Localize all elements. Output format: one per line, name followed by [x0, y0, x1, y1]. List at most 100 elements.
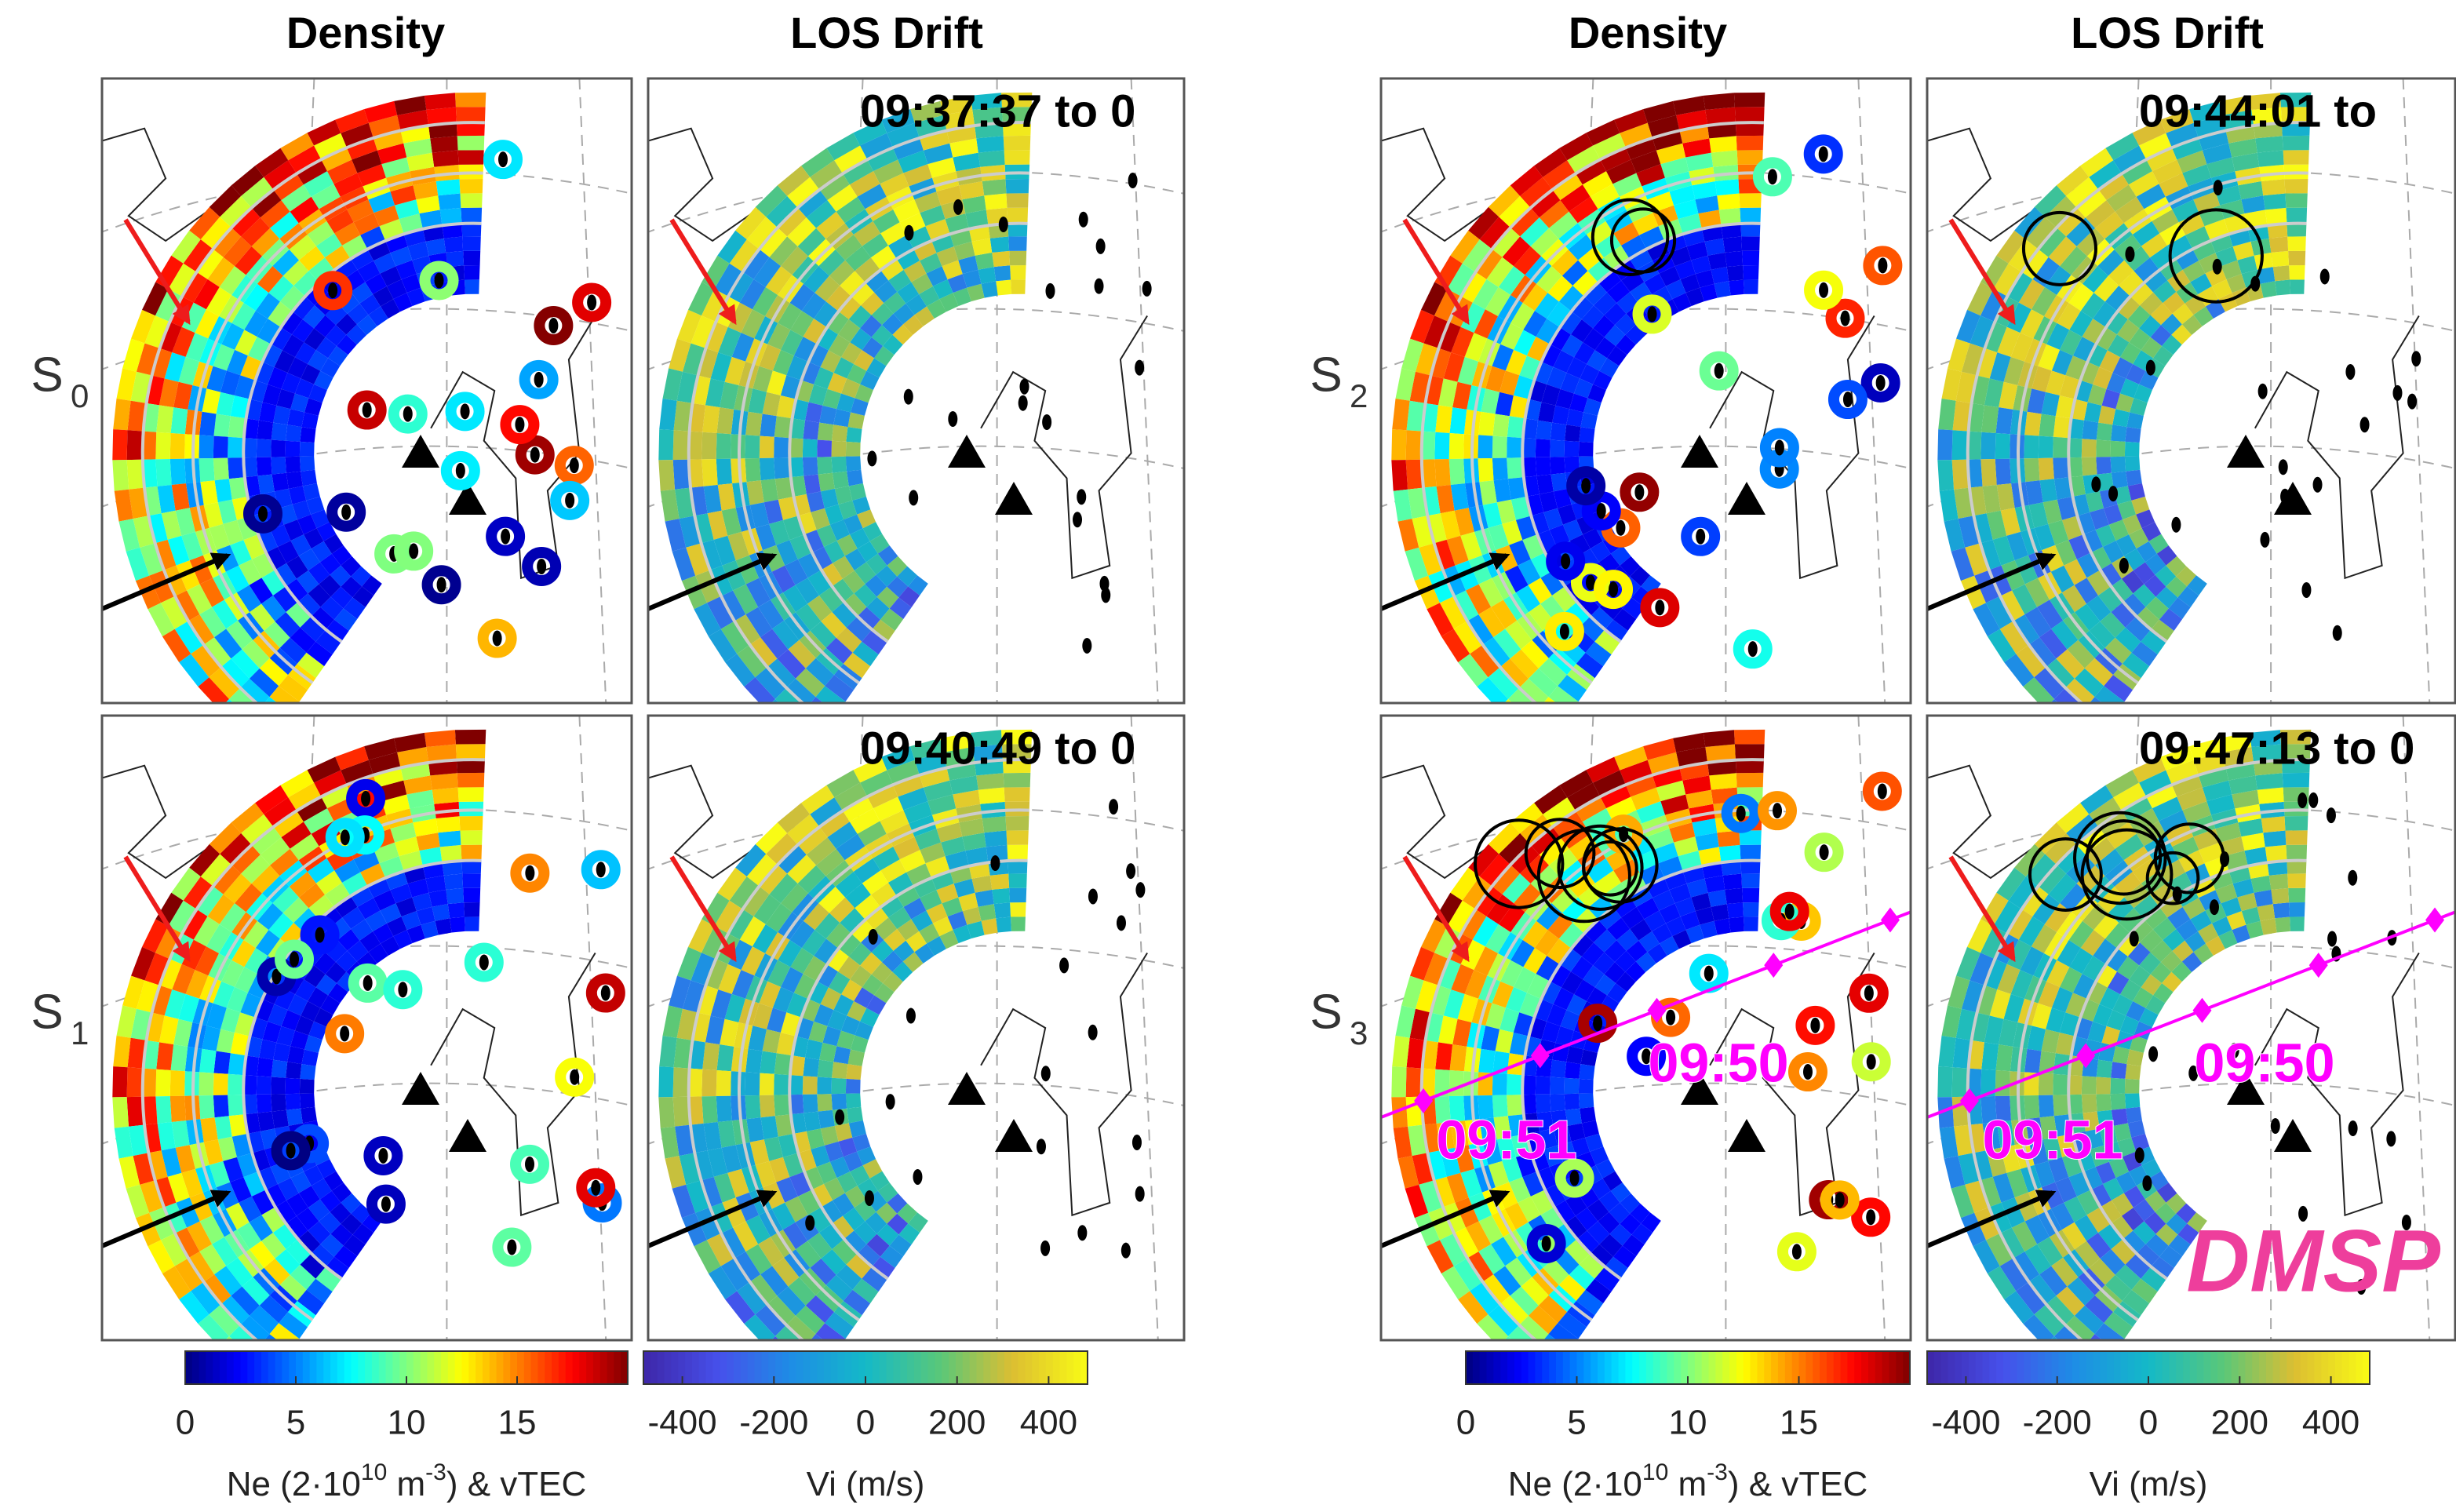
colorbar-cell: [275, 1351, 283, 1384]
radar-cell: [1536, 439, 1550, 457]
colorbar-cell: [1039, 1351, 1047, 1384]
radar-cell: [228, 457, 243, 479]
radar-cell: [127, 430, 142, 460]
colorbar-cell: [490, 1351, 497, 1384]
radar-cell: [1007, 845, 1028, 860]
radar-cell: [2261, 816, 2286, 833]
radar-cell: [1004, 773, 1031, 788]
tec-dot: [409, 543, 418, 559]
colorbar-cell: [517, 1351, 525, 1384]
row-label-subscript: 1: [71, 1015, 89, 1051]
colorbar-cell: [1799, 1351, 1807, 1384]
colorbar-cell: [365, 1351, 373, 1384]
tec-dot: [1045, 283, 1055, 299]
colorbar-label: Ne (2·1010 m-3) & vTEC: [1508, 1459, 1868, 1503]
tec-dot: [361, 791, 370, 807]
tec-dot: [1597, 503, 1606, 519]
tec-dot: [1073, 512, 1082, 527]
colorbar-cell: [2245, 1351, 2253, 1384]
tec-dot: [2258, 384, 2268, 399]
pass-time: 09:51: [1982, 1109, 2123, 1170]
radar-cell: [127, 1097, 144, 1127]
colorbar-cell: [185, 1351, 193, 1384]
row-label: S: [1310, 348, 1342, 402]
colorbar-cell: [468, 1351, 476, 1384]
radar-cell: [701, 1096, 717, 1124]
colorbar-tick-label: -200: [2023, 1404, 2092, 1442]
radar-cell: [832, 441, 847, 457]
tec-dot: [596, 862, 606, 877]
radar-cell: [846, 427, 862, 443]
radar-cell: [440, 845, 462, 862]
radar-cell: [658, 429, 673, 460]
colorbar-cell: [2038, 1351, 2046, 1384]
radar-cell: [456, 744, 486, 759]
radar-cell: [1717, 194, 1740, 210]
radar-cell: [2126, 470, 2142, 486]
radar-cell: [127, 460, 144, 490]
pass-time: 09:51: [1436, 1109, 1576, 1170]
radar-cell: [2125, 1064, 2141, 1080]
radar-cell: [2082, 457, 2097, 476]
tec-dot: [1841, 311, 1850, 326]
colorbar-cell: [1563, 1351, 1571, 1384]
radar-cell: [271, 423, 288, 441]
radar-cell: [1004, 150, 1030, 165]
radar-cell: [460, 179, 483, 194]
tec-dot: [1773, 803, 1782, 818]
colorbar-cell: [1702, 1351, 1710, 1384]
tec-dot: [1648, 306, 1657, 322]
radar-cell: [1995, 459, 2011, 485]
tec-dot: [2348, 870, 2357, 886]
colorbar-cell: [1466, 1351, 1474, 1384]
radar-cell: [1550, 1077, 1565, 1095]
tec-dot: [1878, 257, 1887, 273]
radar-cell: [803, 1095, 818, 1113]
radar-cell: [658, 460, 675, 491]
radar-cell: [1492, 1073, 1507, 1095]
radar-cell: [1952, 460, 1969, 490]
colorbar-cell: [1660, 1351, 1668, 1384]
radar-cell: [436, 816, 461, 833]
radar-cell: [1705, 745, 1736, 762]
radar-cell: [1719, 208, 1741, 224]
colorbar-cell: [1736, 1351, 1744, 1384]
tec-dot: [534, 372, 544, 388]
radar-cell: [2096, 1077, 2111, 1095]
tec-dot: [1696, 529, 1705, 545]
colorbar-cell: [579, 1351, 587, 1384]
radar-cell: [462, 873, 481, 888]
tec-dot: [2308, 792, 2318, 808]
colorbar-cell: [448, 1351, 456, 1384]
radar-cell: [1009, 251, 1026, 266]
tec-dot: [2320, 268, 2330, 284]
tec-dot: [1616, 520, 1625, 536]
tec-dot: [1775, 439, 1784, 455]
radar-cell: [2273, 902, 2290, 918]
radar-cell: [982, 816, 1007, 833]
radar-cell: [1704, 93, 1735, 110]
tec-dot: [525, 1157, 534, 1172]
tec-dot: [587, 294, 596, 310]
radar-cell: [1736, 773, 1764, 788]
radar-cell: [286, 424, 301, 442]
radar-cell: [199, 1095, 214, 1119]
radar-cell: [430, 773, 457, 789]
colorbar-cell: [712, 1351, 720, 1384]
colorbar-cell: [1955, 1351, 1962, 1384]
colorbar-tick-label: 10: [1669, 1404, 1707, 1442]
colorbar-cell: [1674, 1351, 1682, 1384]
colorbar-cell: [865, 1351, 873, 1384]
colorbar-cell: [748, 1351, 756, 1384]
radar-cell: [455, 93, 486, 107]
radar-cell: [2273, 265, 2290, 281]
tec-dot: [1561, 553, 1570, 569]
colorbar-cell: [1514, 1351, 1522, 1384]
colorbar-tick-label: 5: [1567, 1404, 1586, 1442]
colorbar-cell: [2024, 1351, 2031, 1384]
radar-cell: [456, 107, 486, 122]
radar-cell: [1434, 459, 1450, 486]
tec-dot: [2313, 477, 2323, 493]
radar-cell: [156, 1042, 173, 1070]
